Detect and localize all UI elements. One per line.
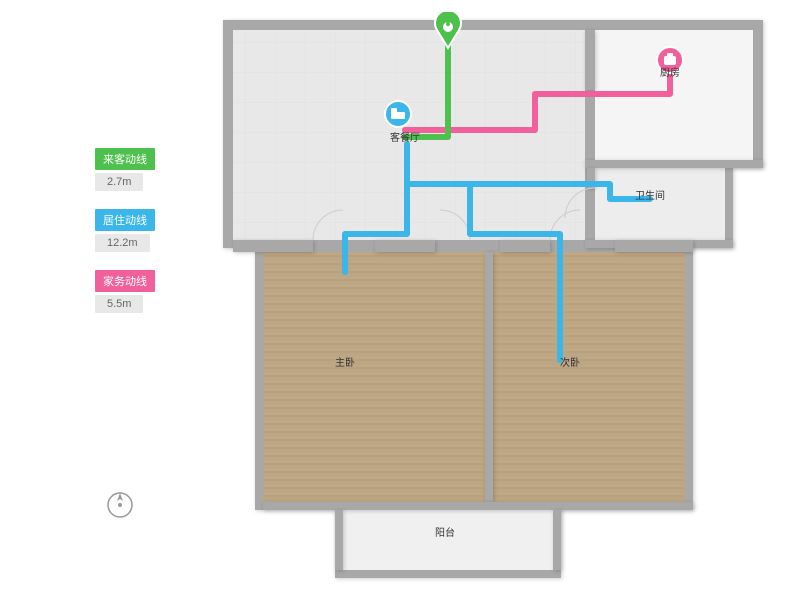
wall-balcony-top: [263, 502, 693, 510]
room-second: [493, 252, 685, 502]
legend-label-guest: 来客动线: [95, 148, 155, 170]
wall-kitchen-bottom: [585, 160, 763, 168]
legend-value-chore: 5.5m: [95, 295, 143, 313]
label-kitchen: 厨房: [660, 66, 680, 79]
room-balcony: [343, 510, 553, 570]
legend-label-chore: 家务动线: [95, 270, 155, 292]
wall-mid-horizontal: [233, 240, 313, 252]
legend: 来客动线 2.7m 居住动线 12.2m 家务动线 5.5m: [95, 148, 155, 331]
legend-value-guest: 2.7m: [95, 173, 143, 191]
legend-item-guest: 来客动线 2.7m: [95, 148, 155, 191]
label-living: 客餐厅: [390, 131, 420, 144]
label-bathroom: 卫生间: [635, 189, 665, 202]
legend-value-living: 12.2m: [95, 234, 150, 252]
label-master: 主卧: [335, 356, 355, 369]
room-bathroom: [595, 168, 725, 240]
wall-kitchen-left: [585, 30, 595, 90]
floorplan: 客餐厅 厨房 卫生间 主卧 次卧 阳台: [215, 12, 775, 588]
room-master: [263, 252, 485, 502]
legend-item-living: 居住动线 12.2m: [95, 209, 155, 252]
wall-mid-horizontal2: [375, 240, 435, 252]
wall-bed-divider: [485, 252, 493, 502]
marker-living-circle: [385, 101, 411, 127]
legend-label-living: 居住动线: [95, 209, 155, 231]
wall-balcony-right: [553, 510, 561, 570]
label-second: 次卧: [560, 356, 580, 369]
wall-mid-horizontal4: [615, 240, 693, 252]
label-balcony: 阳台: [435, 526, 455, 539]
compass-icon: [105, 490, 135, 520]
wall-mid-horizontal3: [500, 240, 550, 252]
wall-balcony-left: [335, 510, 343, 570]
legend-item-chore: 家务动线 5.5m: [95, 270, 155, 313]
